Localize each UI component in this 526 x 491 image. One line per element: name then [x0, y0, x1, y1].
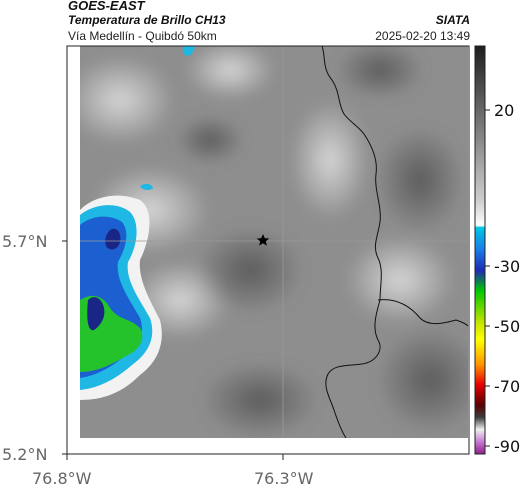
- colorbar-label: -50: [494, 317, 520, 336]
- lon-tick-label: 76.3°W: [254, 469, 314, 488]
- cold-cloud-cyan-small: [140, 183, 153, 191]
- satellite-title: GOES-EAST: [68, 0, 145, 13]
- product-title: Temperatura de Brillo CH13: [68, 13, 226, 27]
- lat-tick-label: 5.7°N: [2, 232, 47, 251]
- colorbar-label: 20: [494, 101, 514, 120]
- colorbar: [474, 45, 486, 455]
- colorbar-label: -70: [494, 377, 520, 396]
- department-border-east: [377, 299, 468, 327]
- organization-label: SIATA: [435, 13, 470, 27]
- route-subtitle: Vía Medellín - Quibdó 50km: [68, 29, 217, 43]
- cold-cloud-cyan-top: [182, 46, 195, 56]
- lon-tick-label: 76.8°W: [32, 469, 92, 488]
- star-marker: [256, 234, 270, 246]
- satellite-imagery: [80, 46, 468, 438]
- colorbar-label: -90: [494, 437, 520, 456]
- department-border: [321, 46, 382, 438]
- datetime-label: 2025-02-20 13:49: [375, 29, 470, 43]
- map-border: [66, 45, 470, 455]
- colorbar-label: -30: [494, 257, 520, 276]
- lat-tick-label: 5.2°N: [2, 445, 47, 464]
- cold-cloud-darkblue: [87, 297, 105, 331]
- cold-cloud-darkblue-2: [105, 228, 121, 250]
